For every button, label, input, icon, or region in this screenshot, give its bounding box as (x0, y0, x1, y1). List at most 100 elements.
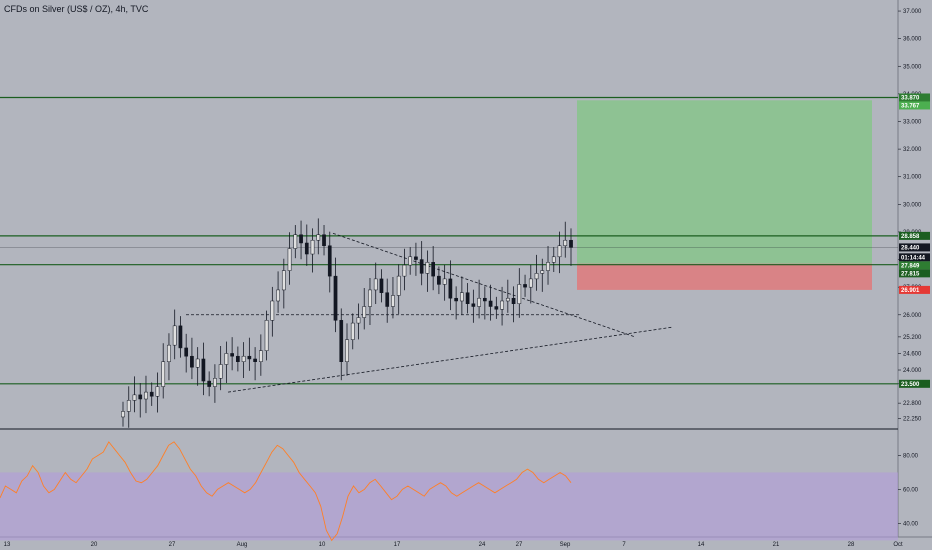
candle-body (557, 245, 562, 258)
candle-body (304, 242, 309, 255)
candle-body (287, 248, 292, 271)
price-badge-label: 26.901 (901, 288, 920, 294)
candle-body (471, 303, 476, 307)
candle-body (161, 361, 166, 387)
candle-body (431, 262, 436, 277)
price-badge-label: 28.440 (901, 245, 920, 251)
candle-body (379, 278, 384, 293)
candle-body (437, 275, 441, 285)
y-tick-label: 22.250 (903, 416, 922, 422)
candle-body (224, 353, 229, 365)
candle-body (517, 284, 522, 304)
y-tick-label: 33.000 (903, 119, 922, 125)
y-tick-label: 24.000 (903, 368, 922, 374)
price-badge-label: 01:14:44 (901, 255, 926, 261)
candle-body (511, 297, 516, 304)
price-badge (899, 269, 930, 278)
candle-body (419, 259, 424, 274)
y-tick-label: 26.000 (903, 313, 922, 319)
price-badge-label: 28.858 (901, 234, 920, 240)
candle-body (396, 275, 401, 296)
x-tick-label: 28 (848, 542, 855, 548)
candle-body (540, 270, 545, 274)
x-tick-label: 27 (516, 542, 523, 548)
price-badge (899, 231, 930, 240)
descending-trendline[interactable] (332, 232, 636, 338)
y-tick-label: 36.000 (903, 37, 922, 43)
candle-body (293, 234, 298, 249)
candle-body (551, 256, 556, 263)
candle-body (132, 394, 137, 401)
candle-body (528, 278, 533, 288)
candle-body (316, 234, 321, 241)
candle-body (546, 262, 550, 271)
price-badge (899, 379, 930, 388)
x-tick-label: 21 (773, 542, 780, 548)
x-tick-label: 10 (319, 542, 326, 548)
candle-body (126, 400, 131, 412)
candle-body (500, 300, 504, 310)
candle-body (201, 358, 206, 382)
candle-body (195, 358, 200, 368)
position-profit-zone[interactable] (577, 100, 872, 264)
candle-body (236, 355, 240, 362)
candle-body (155, 386, 160, 397)
candle-body (230, 353, 234, 357)
price-badge-label: 33.767 (901, 103, 920, 109)
candle-body (149, 391, 154, 397)
candle-body (362, 306, 367, 318)
candle-body (167, 344, 171, 362)
candle-body (350, 322, 355, 340)
candle-body (258, 350, 263, 362)
rsi-tick-label: 80.00 (903, 453, 919, 459)
candle-body (333, 275, 338, 321)
candle-body (178, 325, 183, 349)
candle-body (563, 239, 568, 247)
candle-body (281, 270, 286, 291)
candle-body (190, 355, 194, 368)
candle-body (172, 325, 177, 346)
candle-body (299, 234, 303, 244)
price-badge-label: 33.870 (901, 95, 920, 101)
rsi-tick-label: 60.00 (903, 487, 919, 493)
x-tick-label: 7 (622, 542, 626, 548)
rsi-tick-label: 40.00 (903, 521, 919, 527)
price-badge (899, 261, 930, 270)
candle-body (402, 264, 407, 277)
candle-body (408, 256, 413, 266)
candle-body (270, 300, 275, 321)
x-tick-label: 13 (4, 542, 11, 548)
candle-body (425, 262, 430, 274)
price-badge-label: 23.500 (901, 382, 920, 388)
candle-body (482, 297, 487, 302)
y-tick-label: 30.000 (903, 202, 922, 208)
candle-body (368, 289, 372, 307)
candle-body (454, 297, 458, 302)
candle-body (488, 300, 493, 307)
candle-body (322, 234, 326, 247)
candle-body (327, 245, 332, 277)
price-badge (899, 93, 930, 102)
candle-body (442, 278, 447, 285)
candle-body (465, 292, 470, 304)
x-tick-label: Oct (893, 542, 903, 548)
price-badge-label: 27.815 (901, 271, 920, 277)
candle-body (253, 358, 257, 362)
rsi-band (0, 472, 898, 541)
candle-body (460, 292, 464, 302)
candle-body (247, 355, 252, 360)
candle-body (534, 273, 539, 280)
candle-body (121, 411, 125, 418)
position-loss-zone[interactable] (577, 263, 872, 290)
candle-body (339, 320, 344, 362)
candle-body (218, 364, 223, 379)
x-tick-label: Aug (237, 542, 248, 548)
x-tick-label: Sep (560, 542, 571, 548)
candle-body (310, 239, 315, 255)
candle-body (356, 317, 361, 324)
rsi-line[interactable] (0, 441, 572, 542)
candle-body (138, 394, 143, 400)
y-tick-label: 31.000 (903, 175, 922, 181)
